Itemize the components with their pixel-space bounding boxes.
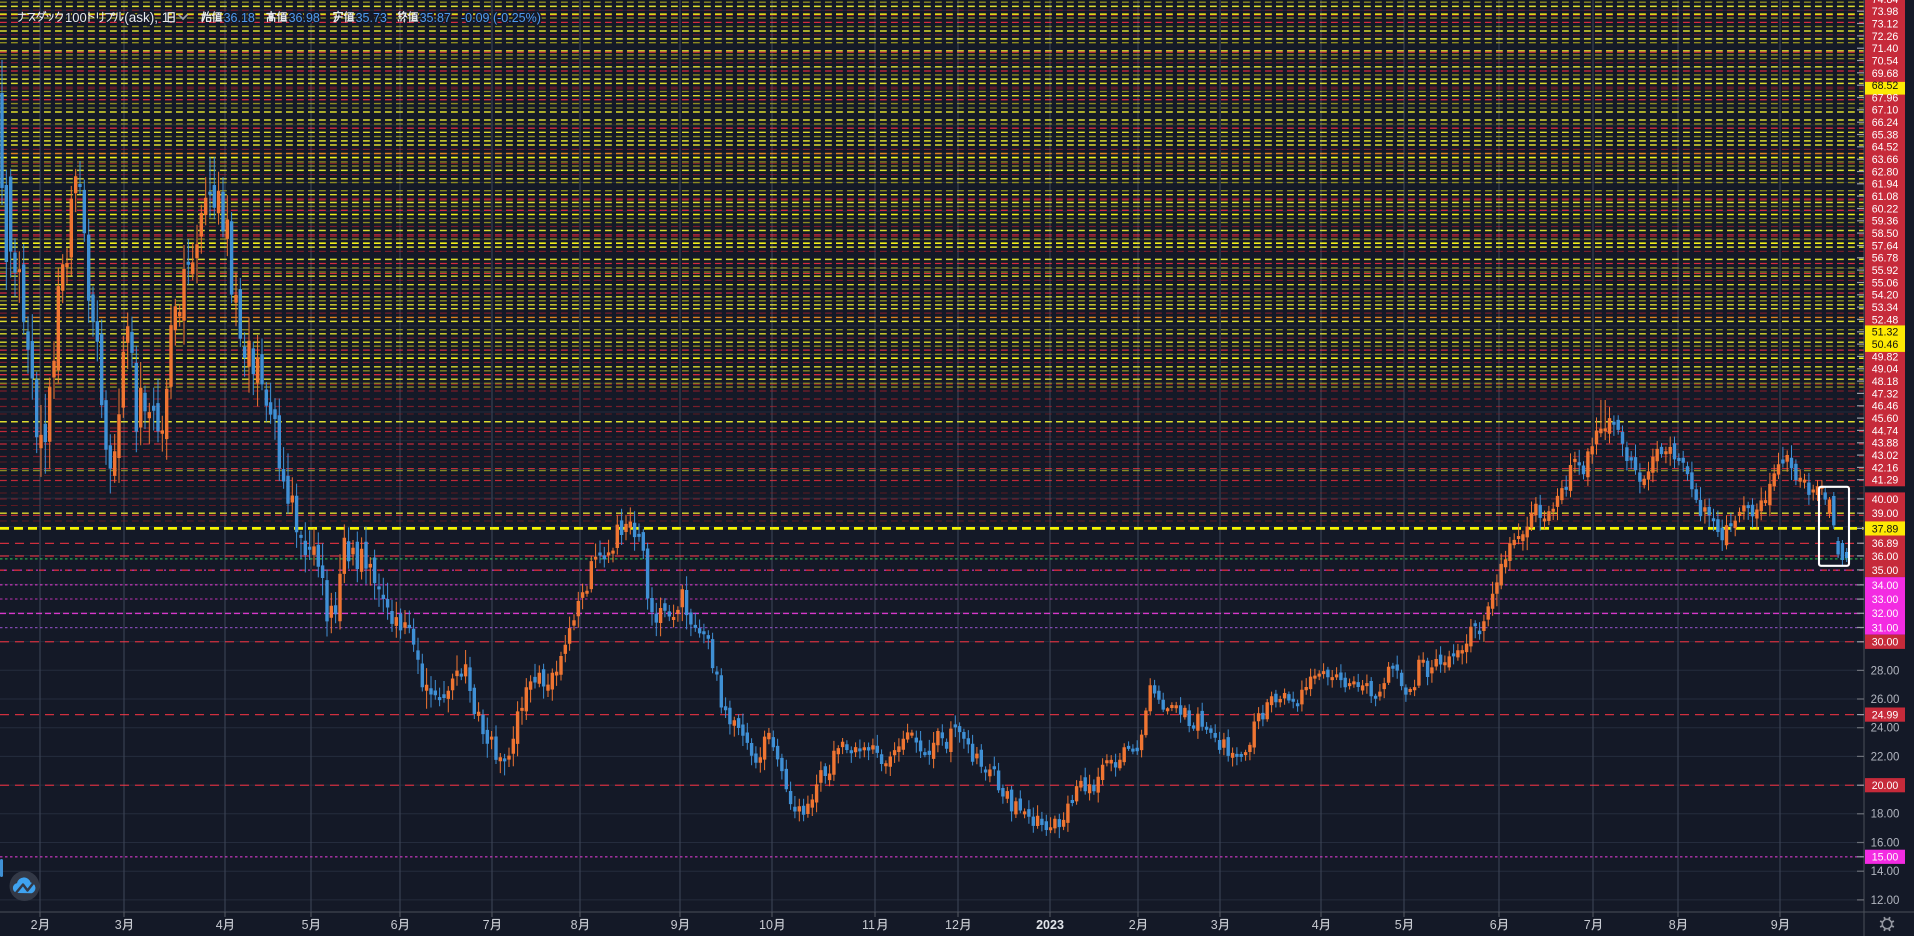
svg-text:50.46: 50.46 <box>1872 339 1899 351</box>
svg-text:53.34: 53.34 <box>1872 302 1899 314</box>
svg-text:46.46: 46.46 <box>1872 401 1899 413</box>
svg-text:71.40: 71.40 <box>1872 43 1899 55</box>
svg-text:32.00: 32.00 <box>1872 608 1899 620</box>
svg-text:14.00: 14.00 <box>1871 866 1900 878</box>
svg-text:51.32: 51.32 <box>1872 327 1899 339</box>
svg-text:39.00: 39.00 <box>1872 508 1899 520</box>
svg-text:36.00: 36.00 <box>1872 551 1899 563</box>
svg-text:2023: 2023 <box>1036 918 1064 932</box>
svg-text:8: 8 <box>571 918 578 932</box>
svg-text:65.38: 65.38 <box>1872 129 1899 141</box>
svg-text:30.00: 30.00 <box>1872 637 1899 649</box>
svg-text:55.06: 55.06 <box>1872 277 1899 289</box>
svg-text:57.64: 57.64 <box>1872 240 1899 252</box>
svg-text:35.73: 35.73 <box>356 11 387 25</box>
svg-text:2: 2 <box>1129 918 1136 932</box>
svg-text:28.00: 28.00 <box>1871 665 1900 677</box>
svg-text:43.88: 43.88 <box>1872 438 1899 450</box>
svg-text:52.48: 52.48 <box>1872 314 1899 326</box>
svg-text:72.26: 72.26 <box>1872 31 1899 43</box>
svg-text:2: 2 <box>31 918 38 932</box>
svg-text:45.60: 45.60 <box>1872 413 1899 425</box>
svg-text:49.82: 49.82 <box>1872 351 1899 363</box>
svg-text:64.52: 64.52 <box>1872 142 1899 154</box>
svg-text:55.92: 55.92 <box>1872 265 1899 277</box>
svg-text:4: 4 <box>1312 918 1319 932</box>
svg-text:67.10: 67.10 <box>1872 105 1899 117</box>
svg-text:60.22: 60.22 <box>1872 203 1899 215</box>
svg-text:6: 6 <box>391 918 398 932</box>
svg-text:31.00: 31.00 <box>1872 622 1899 634</box>
svg-text:69.68: 69.68 <box>1872 68 1899 80</box>
svg-text:7: 7 <box>1584 918 1591 932</box>
svg-text:47.32: 47.32 <box>1872 388 1899 400</box>
svg-text:70.54: 70.54 <box>1872 55 1899 67</box>
svg-text:10: 10 <box>759 918 773 932</box>
svg-text:68.52: 68.52 <box>1872 80 1899 92</box>
svg-text:36.18: 36.18 <box>224 11 255 25</box>
svg-text:49.04: 49.04 <box>1872 364 1899 376</box>
svg-text:73.98: 73.98 <box>1872 6 1899 18</box>
svg-text:6: 6 <box>1490 918 1497 932</box>
svg-text:3: 3 <box>1211 918 1218 932</box>
svg-text:15.00: 15.00 <box>1872 852 1899 864</box>
svg-text:24.00: 24.00 <box>1871 723 1900 735</box>
svg-text:59.36: 59.36 <box>1872 216 1899 228</box>
svg-text:26.00: 26.00 <box>1871 694 1900 706</box>
svg-text:16.00: 16.00 <box>1871 837 1900 849</box>
svg-text:41.29: 41.29 <box>1872 475 1899 487</box>
svg-text:9: 9 <box>671 918 678 932</box>
svg-text:40.00: 40.00 <box>1872 494 1899 506</box>
svg-text:9: 9 <box>1771 918 1778 932</box>
svg-text:33.00: 33.00 <box>1872 594 1899 606</box>
svg-text:18.00: 18.00 <box>1871 809 1900 821</box>
svg-text:(ask), 1: (ask), 1 <box>124 10 169 25</box>
svg-text:24.99: 24.99 <box>1872 710 1899 722</box>
svg-text:12.00: 12.00 <box>1871 895 1900 907</box>
svg-text:35.87: 35.87 <box>420 11 451 25</box>
svg-text:11: 11 <box>862 918 875 932</box>
svg-text:20.00: 20.00 <box>1872 780 1899 792</box>
svg-text:36.89: 36.89 <box>1872 538 1899 550</box>
svg-text:12: 12 <box>945 918 959 932</box>
svg-text:63.66: 63.66 <box>1872 154 1899 166</box>
svg-text:35.00: 35.00 <box>1872 565 1899 577</box>
svg-text:48.18: 48.18 <box>1872 376 1899 388</box>
svg-text:56.78: 56.78 <box>1872 253 1899 265</box>
svg-text:8: 8 <box>1669 918 1676 932</box>
svg-text:43.02: 43.02 <box>1872 450 1899 462</box>
svg-text:4: 4 <box>216 918 223 932</box>
svg-text:5: 5 <box>1395 918 1402 932</box>
svg-text:42.16: 42.16 <box>1872 462 1899 474</box>
svg-text:67.96: 67.96 <box>1872 92 1899 104</box>
svg-text:37.89: 37.89 <box>1872 523 1899 535</box>
svg-text:74.84: 74.84 <box>1872 0 1899 6</box>
svg-text:44.74: 44.74 <box>1872 425 1899 437</box>
svg-text:61.94: 61.94 <box>1872 179 1899 191</box>
svg-text:58.50: 58.50 <box>1872 228 1899 240</box>
svg-text:62.80: 62.80 <box>1872 166 1899 178</box>
svg-text:61.08: 61.08 <box>1872 191 1899 203</box>
svg-text:-0.09 (-0.25%): -0.09 (-0.25%) <box>461 11 541 25</box>
svg-text:54.20: 54.20 <box>1872 290 1899 302</box>
svg-text:5: 5 <box>302 918 309 932</box>
svg-text:100: 100 <box>65 10 87 25</box>
svg-text:73.12: 73.12 <box>1872 18 1899 30</box>
svg-text:22.00: 22.00 <box>1871 751 1900 763</box>
svg-text:7: 7 <box>483 918 490 932</box>
svg-text:34.00: 34.00 <box>1872 580 1899 592</box>
svg-text:36.98: 36.98 <box>289 11 320 25</box>
svg-text:3: 3 <box>115 918 122 932</box>
svg-text:66.24: 66.24 <box>1872 117 1899 129</box>
